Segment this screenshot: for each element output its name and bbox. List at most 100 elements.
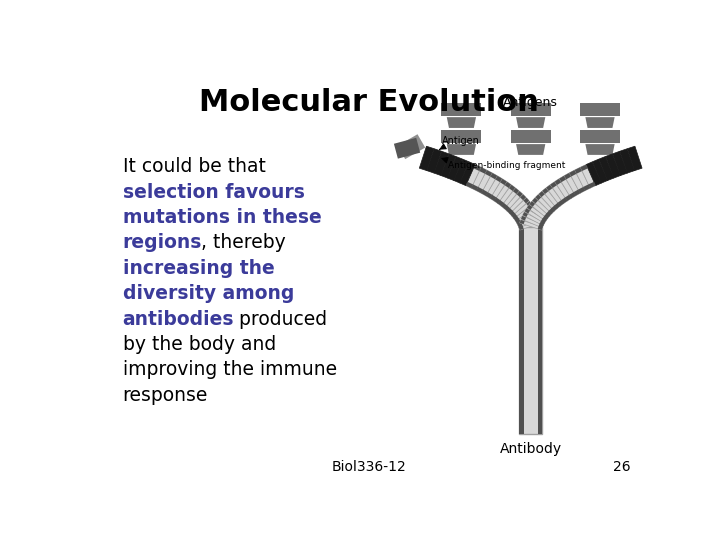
Polygon shape <box>434 151 449 176</box>
Polygon shape <box>580 165 596 188</box>
Polygon shape <box>474 165 481 171</box>
Polygon shape <box>542 188 549 194</box>
Polygon shape <box>480 167 487 174</box>
Polygon shape <box>578 187 585 193</box>
Polygon shape <box>481 173 498 196</box>
Polygon shape <box>535 216 540 220</box>
Polygon shape <box>529 205 534 210</box>
Polygon shape <box>525 208 546 224</box>
Polygon shape <box>523 212 545 226</box>
Polygon shape <box>523 198 529 204</box>
Polygon shape <box>504 205 510 211</box>
Polygon shape <box>516 221 522 226</box>
Polygon shape <box>599 157 614 180</box>
Polygon shape <box>550 182 567 204</box>
Text: Antigens: Antigens <box>503 96 558 109</box>
Polygon shape <box>490 195 497 201</box>
Polygon shape <box>570 170 585 193</box>
Polygon shape <box>517 191 523 197</box>
Polygon shape <box>585 117 615 128</box>
Polygon shape <box>539 223 544 228</box>
Polygon shape <box>593 159 608 183</box>
Text: diversity among: diversity among <box>122 284 294 303</box>
Polygon shape <box>490 179 507 201</box>
Text: produced: produced <box>233 309 328 329</box>
Polygon shape <box>494 182 511 204</box>
Polygon shape <box>509 185 516 191</box>
Polygon shape <box>539 221 545 226</box>
Polygon shape <box>527 205 548 221</box>
Polygon shape <box>454 159 469 183</box>
Polygon shape <box>494 198 500 204</box>
Polygon shape <box>481 190 488 196</box>
Polygon shape <box>394 138 420 159</box>
Polygon shape <box>427 148 441 173</box>
Polygon shape <box>516 212 539 226</box>
Text: It could be that: It could be that <box>122 157 271 176</box>
Polygon shape <box>526 201 532 207</box>
Polygon shape <box>538 226 542 434</box>
Polygon shape <box>476 187 483 193</box>
Polygon shape <box>525 208 530 213</box>
Polygon shape <box>476 170 492 193</box>
Polygon shape <box>575 167 582 174</box>
Polygon shape <box>518 216 540 228</box>
Text: Antibody: Antibody <box>500 442 562 456</box>
Polygon shape <box>542 188 560 209</box>
Polygon shape <box>441 154 456 178</box>
Polygon shape <box>564 173 580 196</box>
Polygon shape <box>620 148 634 173</box>
Polygon shape <box>588 182 596 188</box>
Polygon shape <box>521 216 544 228</box>
Polygon shape <box>570 170 577 177</box>
Polygon shape <box>557 200 564 206</box>
Polygon shape <box>513 205 534 221</box>
Text: 26: 26 <box>613 461 631 475</box>
Polygon shape <box>419 146 434 171</box>
Polygon shape <box>486 176 502 199</box>
Polygon shape <box>539 191 557 211</box>
Text: selection favours: selection favours <box>122 183 305 201</box>
Polygon shape <box>516 218 521 224</box>
Polygon shape <box>575 167 590 191</box>
Polygon shape <box>580 130 620 143</box>
Polygon shape <box>518 223 523 228</box>
Text: response: response <box>122 386 208 405</box>
Text: improving the immune: improving the immune <box>122 361 337 380</box>
Polygon shape <box>448 157 462 180</box>
Polygon shape <box>510 130 551 143</box>
Polygon shape <box>441 103 482 116</box>
Polygon shape <box>554 202 560 209</box>
Polygon shape <box>550 182 557 188</box>
Polygon shape <box>538 226 543 230</box>
Polygon shape <box>518 226 523 230</box>
Text: increasing the: increasing the <box>122 259 274 278</box>
Polygon shape <box>546 211 552 216</box>
Polygon shape <box>512 201 532 219</box>
Polygon shape <box>520 194 526 200</box>
Polygon shape <box>569 192 576 199</box>
Polygon shape <box>485 170 492 177</box>
Polygon shape <box>549 208 554 214</box>
Polygon shape <box>541 218 546 224</box>
Polygon shape <box>521 216 526 220</box>
Text: Antigen: Antigen <box>442 136 480 146</box>
Polygon shape <box>523 212 528 217</box>
Polygon shape <box>504 191 523 211</box>
Polygon shape <box>519 226 523 434</box>
Polygon shape <box>447 144 476 155</box>
Polygon shape <box>516 208 536 224</box>
Text: antibodies: antibodies <box>122 309 234 329</box>
Polygon shape <box>520 220 543 230</box>
Polygon shape <box>554 179 561 185</box>
Polygon shape <box>447 117 476 128</box>
Polygon shape <box>546 185 564 206</box>
Polygon shape <box>501 202 507 209</box>
Polygon shape <box>509 211 515 216</box>
Polygon shape <box>536 194 554 214</box>
Polygon shape <box>505 182 511 188</box>
Polygon shape <box>542 215 548 221</box>
Polygon shape <box>536 220 541 224</box>
Polygon shape <box>627 146 642 171</box>
Text: regions: regions <box>122 233 202 252</box>
